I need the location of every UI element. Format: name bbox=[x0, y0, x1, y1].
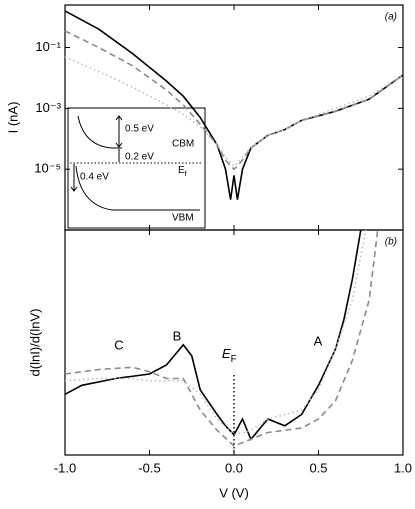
annotation: A bbox=[314, 333, 323, 348]
annotation: C bbox=[114, 337, 123, 352]
series-line bbox=[64, 229, 362, 441]
inset-frame bbox=[67, 107, 206, 229]
vbm-curve bbox=[75, 165, 200, 211]
series-line bbox=[64, 30, 404, 171]
y-axis-label: d(lnI)/d(lnV) bbox=[27, 309, 42, 377]
annotation: B bbox=[173, 328, 182, 343]
inset-label: 0.4 eV bbox=[80, 172, 109, 183]
series-line bbox=[64, 10, 404, 200]
label-sub: f bbox=[185, 169, 188, 178]
x-axis-label: V (V) bbox=[219, 485, 249, 500]
series-line bbox=[64, 229, 379, 447]
sub-label: Ef bbox=[178, 165, 188, 178]
x-tick-label: -1.0 bbox=[54, 460, 76, 475]
y-tick-label: 10⁻⁵ bbox=[34, 161, 61, 176]
panel-label: (a) bbox=[385, 12, 397, 23]
y-tick-label: 10⁻³ bbox=[35, 100, 61, 115]
y-axis-label: I (nA) bbox=[5, 102, 20, 134]
x-tick-label: -0.5 bbox=[138, 460, 160, 475]
arrow-heads bbox=[70, 186, 78, 192]
inset bbox=[67, 107, 206, 229]
label-main: E bbox=[222, 346, 231, 361]
inset-label: VBM bbox=[172, 213, 194, 224]
arrow-heads bbox=[115, 115, 123, 148]
series-line bbox=[64, 229, 367, 436]
x-tick-label: 0.0 bbox=[225, 460, 243, 475]
panel-label: (b) bbox=[385, 237, 397, 248]
inset-label: CBM bbox=[172, 139, 194, 150]
sub-label: EF bbox=[222, 346, 237, 364]
inset-label: 0.5 eV bbox=[125, 124, 154, 135]
label-main: E bbox=[178, 165, 185, 176]
inset-label: 0.2 eV bbox=[125, 152, 154, 163]
cbm-curve bbox=[77, 115, 122, 149]
label-sub: F bbox=[231, 354, 237, 365]
y-tick-label: 10⁻¹ bbox=[35, 39, 61, 54]
x-tick-label: 0.5 bbox=[309, 460, 327, 475]
x-tick-label: 1.0 bbox=[394, 460, 412, 475]
